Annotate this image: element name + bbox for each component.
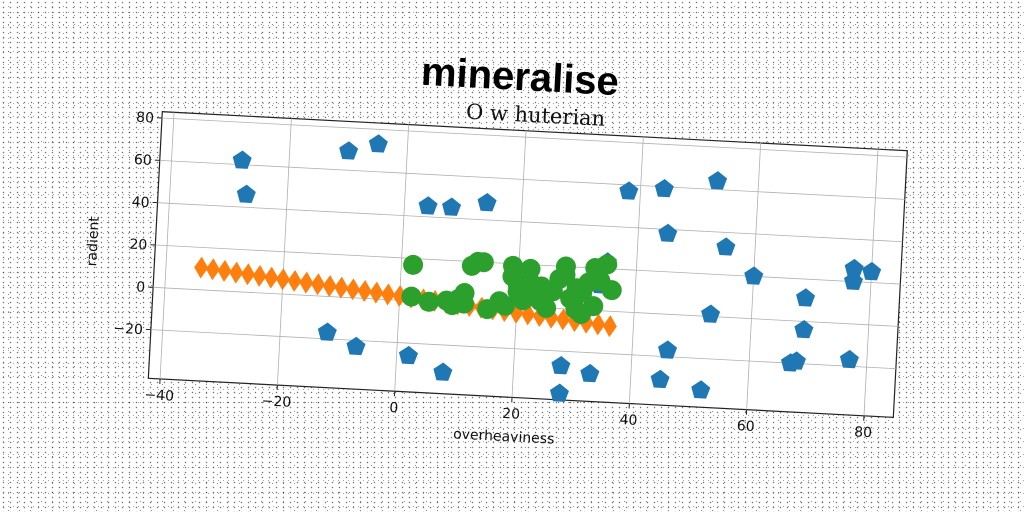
x-tick-label: 0 [389,400,399,416]
y-tick-label: 40 [131,194,150,211]
series-0-point [317,322,337,341]
series-0-point [650,369,670,389]
series-1-point [334,276,349,299]
x-tick-label: −40 [144,387,174,405]
series-0-point [442,197,462,216]
grid-line-y [157,202,903,243]
series-2-point [418,291,439,312]
series-1-point [369,281,384,304]
series-2-point [473,252,494,273]
y-tick-label: 20 [129,237,148,254]
series-2-point [597,254,618,275]
series-2-point [495,295,516,316]
series-0-point [658,223,678,242]
series-0-point [786,351,806,370]
series-0-point [346,336,366,356]
series-0-point [658,340,678,359]
series-1-point [264,266,279,289]
series-1-point [392,285,407,307]
grid-line-y [150,329,896,370]
series-1-point [602,315,617,338]
series-0-point [794,319,814,339]
series-1-point [310,273,325,296]
series-2-point [403,254,424,275]
series-0-point [619,181,639,200]
series-0-point [716,237,736,256]
grid-line-y [159,159,905,200]
series-1-point [287,269,302,292]
series-1-point [381,283,396,306]
series-0-point [398,345,419,365]
x-tick-label: −20 [261,393,291,411]
series-1-point [591,313,606,336]
series-0-point [236,184,256,203]
y-tick-label: 80 [136,110,155,127]
series-2-point [601,280,622,301]
series-0-point [708,171,728,190]
series-1-point [357,279,372,302]
series-0-point [580,363,600,383]
series-1-point [521,303,536,326]
series-0-point [862,261,882,281]
series-1-point [240,263,255,286]
y-tick-label: 60 [133,152,152,169]
series-0-point [701,304,721,323]
series-1-point [299,271,314,294]
y-tick-label: −20 [113,321,143,339]
plot-group: −40 −20 0 20 40 60 80 −20 0 20 40 60 80 O w huterian… [84,100,908,448]
data-marks [194,134,882,402]
series-0-point [368,134,388,153]
series-0-point [339,141,359,160]
series-0-point [477,193,497,212]
series-0-point [839,349,859,369]
series-1-point [194,256,209,279]
chart-subtitle: O w huterian [465,100,605,131]
series-1-point [217,259,232,282]
y-tick-label: 0 [136,279,146,295]
x-tick-label: 80 [854,424,873,441]
series-1-point [322,274,337,297]
series-0-point [744,266,764,285]
series-2-point [555,264,576,285]
x-tick-label: 20 [502,406,521,423]
series-2-point [583,296,604,317]
series-1-point [346,278,360,301]
series-0-point [551,355,571,375]
series-0-point [691,380,711,399]
series-1-point [252,264,267,287]
series-0-point [418,196,438,215]
series-0-point [844,258,864,278]
series-2-point [520,258,541,279]
series-2-point [536,297,557,318]
tick-marks: −40 −20 0 20 40 60 80 −20 0 20 40 60 80 [113,110,873,442]
chart-title: mineralise [420,50,620,104]
series-0-point [433,362,453,381]
series-0-point [844,271,864,290]
series-0-point [796,288,816,307]
series-0-point [654,178,674,198]
x-tick-label: 60 [736,418,755,435]
series-0-point [549,383,569,402]
series-2-point [401,286,422,307]
x-tick-label: 40 [619,412,638,429]
series-2-point [454,283,475,304]
series-1-point [229,261,244,284]
series-0-point [232,150,252,169]
y-axis-label: radient [84,215,103,266]
series-1-point [275,268,290,291]
grid-line-y [161,117,907,158]
x-axis-label: overheaviness [453,426,555,447]
series-1-point [205,258,220,281]
